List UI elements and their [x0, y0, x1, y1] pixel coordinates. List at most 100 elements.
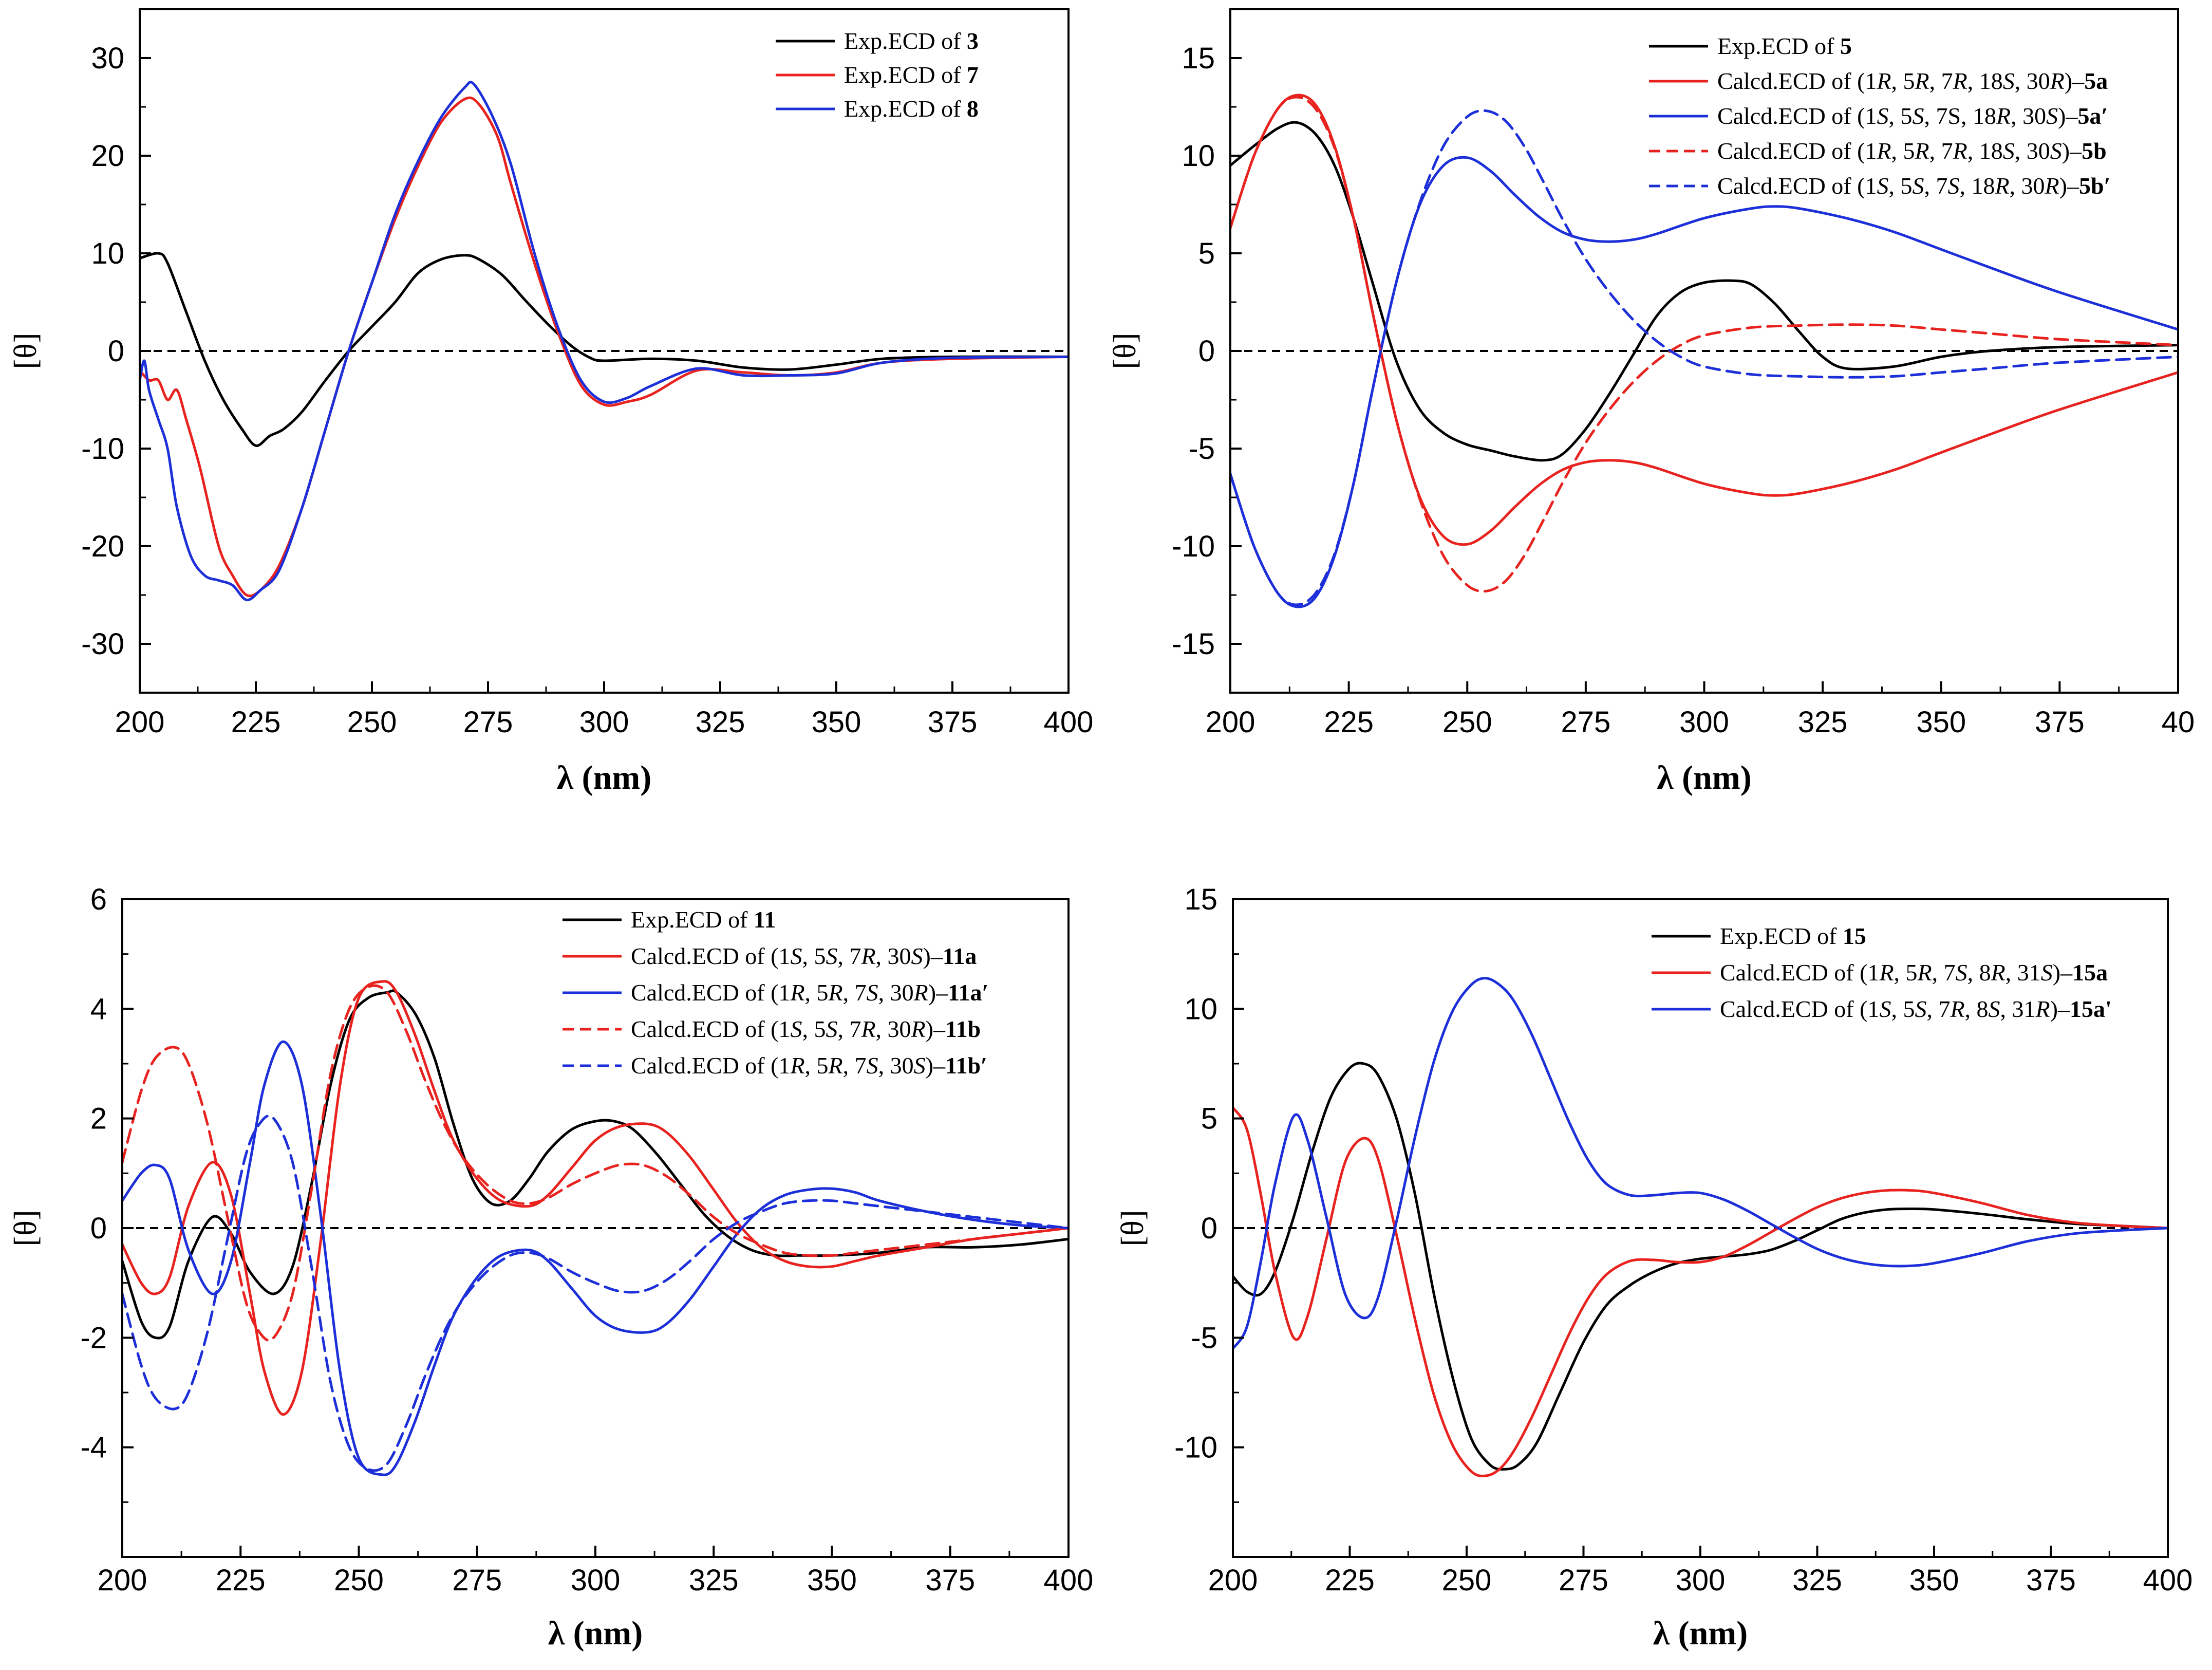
- y-tick-label: 30: [91, 42, 124, 75]
- x-tick-label: 200: [115, 706, 165, 739]
- legend-top-right: Exp.ECD of 5 Calcd.ECD of (1R, 5R, 7R, 18…: [1649, 33, 2111, 199]
- legend-label: Calcd.ECD of (1R, 5R, 7S, 8R, 31S)–15a: [1720, 959, 2108, 986]
- x-tick-label: 400: [1044, 706, 1094, 739]
- y-axis-title: [θ]: [1108, 333, 1142, 369]
- y-tick-label: -15: [1172, 627, 1215, 661]
- y-tick-label: 5: [1198, 237, 1215, 270]
- y-tick-label: 0: [108, 335, 124, 368]
- legend-label: Calcd.ECD of (1S, 5S, 7S, 18R, 30S)–5a′: [1717, 103, 2108, 129]
- y-tick-label: -2: [80, 1321, 107, 1354]
- legend-label: Exp.ECD of 15: [1720, 923, 1866, 949]
- legend-label: Calcd.ECD of (1R, 5R, 7R, 18S, 30R)–5a: [1717, 68, 2108, 94]
- x-tick-label: 40: [2162, 706, 2195, 739]
- x-tick-label: 250: [1442, 1564, 1492, 1597]
- series-line-bottom-right-0: [1233, 1062, 2168, 1471]
- chart-panel-bottom-right: 200 225 250 275 300 325 350 375 400 15 10 5 0 -5 -10 λ …: [1115, 883, 2192, 1652]
- y-axis-title: [θ]: [1115, 1210, 1150, 1247]
- legend-label: Calcd.ECD of (1S, 5S, 7R, 30S)–11a: [631, 943, 977, 969]
- x-tick-label: 300: [1676, 1564, 1726, 1597]
- x-tick-label: 375: [2026, 1564, 2076, 1597]
- x-tick-label: 200: [98, 1564, 147, 1597]
- y-tick-label: 15: [1184, 883, 1217, 916]
- legend-label: Exp.ECD of 11: [631, 906, 776, 933]
- y-tick-label: -30: [81, 627, 124, 661]
- y-axis-title: [θ]: [8, 1210, 43, 1247]
- x-axis-title: λ (nm): [1657, 759, 1752, 796]
- x-tick-label: 400: [2143, 1564, 2193, 1597]
- x-axis-title: λ (nm): [1653, 1615, 1748, 1652]
- series-line-bottom-left-2: [122, 1040, 1068, 1476]
- x-tick-label: 350: [807, 1564, 857, 1597]
- legend-label: Exp.ECD of 3: [844, 28, 979, 54]
- x-tick-label: 300: [1679, 706, 1729, 739]
- y-tick-label: -10: [81, 432, 124, 466]
- series-line-bottom-left-4: [122, 1115, 1068, 1472]
- series-line-bottom-left-1: [122, 980, 1068, 1416]
- x-tick-label: 250: [347, 706, 397, 739]
- legend-top-left: Exp.ECD of 3 Exp.ECD of 7 Exp.ECD of 8: [776, 28, 979, 122]
- series-line-bottom-right-2: [1233, 977, 2168, 1350]
- x-tick-label: 400: [1044, 1564, 1094, 1597]
- series-line-top-right-3: [1230, 96, 2178, 593]
- x-tick-label: 325: [696, 706, 745, 739]
- series-line-bottom-left-3: [122, 984, 1068, 1342]
- y-tick-label: -10: [1172, 530, 1215, 563]
- y-axis-title: [θ]: [8, 333, 43, 369]
- x-tick-label: 250: [1442, 706, 1492, 739]
- y-tick-label: 6: [90, 883, 107, 916]
- x-tick-label: 300: [579, 706, 629, 739]
- series-line-top-left-1: [140, 96, 1068, 598]
- y-tick-label: 2: [90, 1102, 107, 1136]
- legend-label: Calcd.ECD of (1S, 5S, 7S, 18R, 30R)–5b′: [1717, 173, 2111, 199]
- x-tick-label: 225: [1324, 706, 1374, 739]
- legend-label: Exp.ECD of 8: [844, 96, 979, 122]
- x-tick-label: 300: [571, 1564, 621, 1597]
- x-tick-label: 225: [216, 1564, 266, 1597]
- legend-label: Calcd.ECD of (1R, 5R, 7S, 30S)–11b′: [631, 1052, 987, 1079]
- x-tick-label: 225: [1325, 1564, 1375, 1597]
- y-tick-label: -20: [81, 530, 124, 563]
- series-line-top-left-2: [140, 81, 1068, 602]
- y-tick-label: 5: [1201, 1102, 1217, 1136]
- x-tick-label: 350: [1909, 1564, 1959, 1597]
- x-tick-label: 275: [1561, 706, 1610, 739]
- x-axis-title: λ (nm): [548, 1615, 643, 1652]
- legend-label: Calcd.ECD of (1S, 5S, 7R, 8S, 31R)–15a': [1720, 996, 2112, 1022]
- y-tick-label: 10: [1182, 139, 1215, 173]
- legend-bottom-left: Exp.ECD of 11 Calcd.ECD of (1S, 5S, 7R, 3…: [563, 906, 989, 1079]
- series-line-bottom-left-0: [122, 989, 1068, 1340]
- series-line-top-right-4: [1230, 109, 2178, 606]
- x-tick-label: 375: [2035, 706, 2085, 739]
- legend-label: Exp.ECD of 7: [844, 62, 979, 88]
- x-tick-label: 375: [928, 706, 978, 739]
- x-tick-label: 275: [452, 1564, 502, 1597]
- series-line-top-right-2: [1230, 156, 2178, 608]
- y-tick-label: -5: [1188, 432, 1215, 466]
- x-tick-label: 325: [689, 1564, 739, 1597]
- legend-label: Calcd.ECD of (1R, 5R, 7S, 30R)–11a′: [631, 979, 989, 1006]
- x-tick-label: 225: [231, 706, 281, 739]
- y-tick-label: 0: [90, 1212, 107, 1245]
- legend-label: Exp.ECD of 5: [1717, 33, 1852, 59]
- x-tick-label: 200: [1208, 1564, 1258, 1597]
- y-tick-label: -5: [1191, 1321, 1217, 1354]
- y-tick-label: 4: [90, 992, 107, 1026]
- legend-bottom-right: Exp.ECD of 15 Calcd.ECD of (1R, 5R, 7S, 8…: [1652, 923, 2112, 1022]
- x-tick-label: 350: [812, 706, 861, 739]
- x-tick-label: 325: [1798, 706, 1848, 739]
- y-tick-label: 20: [91, 139, 124, 173]
- y-tick-label: 15: [1182, 42, 1215, 75]
- x-tick-label: 200: [1206, 706, 1255, 739]
- x-tick-label: 375: [925, 1564, 975, 1597]
- chart-panel-bottom-left: 200 225 250 275 300 325 350 375 400 6 4 2 0 -2 -4 λ (nm…: [8, 883, 1093, 1652]
- y-tick-label: 10: [1184, 992, 1217, 1026]
- y-tick-label: -10: [1174, 1431, 1217, 1464]
- y-tick-label: 0: [1198, 335, 1215, 368]
- chart-panel-top-right: 200 225 250 275 300 325 350 375 40 15 10 5 0 -5 -10 -15…: [1108, 8, 2195, 796]
- chart-panel-top-left: 200 225 250 275 300 325 350 375 400 30 20 10 0 -10 -20…: [8, 8, 1094, 796]
- x-tick-label: 325: [1792, 1564, 1842, 1597]
- x-axis-title: λ (nm): [557, 759, 652, 796]
- y-tick-label: 10: [91, 237, 124, 270]
